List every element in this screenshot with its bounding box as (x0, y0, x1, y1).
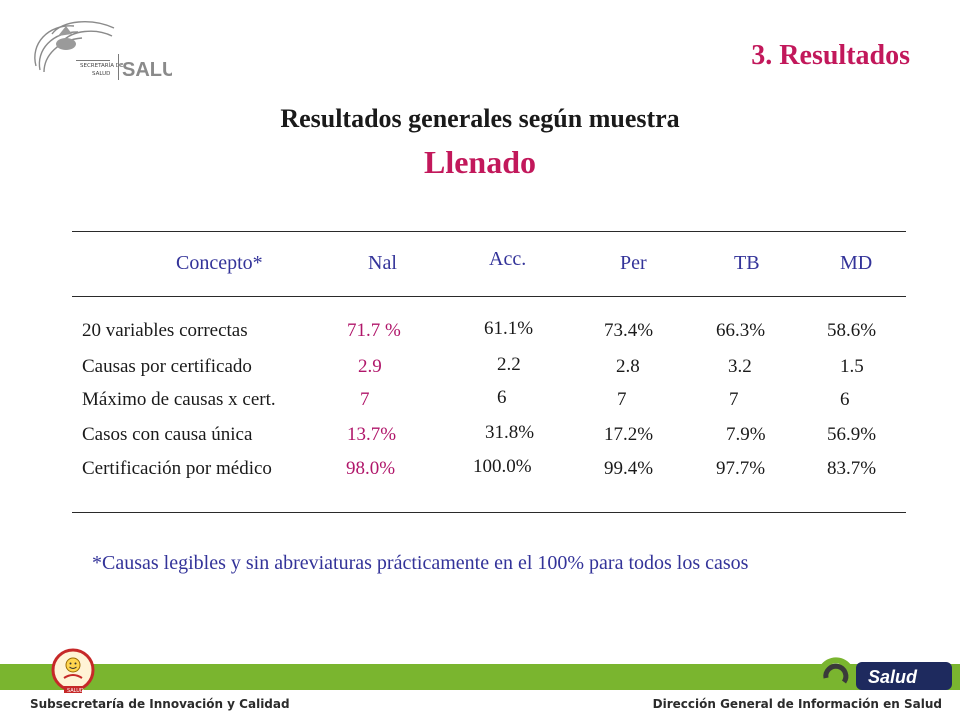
table-cell-per: 99.4% (604, 458, 654, 479)
footer-band (0, 664, 960, 690)
table-row-concept: 20 variables correctas (82, 320, 248, 341)
table-row-concept: Certificación por médico (82, 458, 272, 479)
table-cell-tb: 97.7% (716, 458, 766, 479)
table-cell-per: 2.8 (616, 356, 640, 377)
table-row-concept: Máximo de causas x cert. (82, 389, 276, 410)
logo-text-line1: SECRETARÍA DE (80, 62, 124, 69)
column-header-md: MD (840, 252, 873, 274)
column-header-nal: Nal (368, 252, 397, 274)
table-row-concept: Casos con causa única (82, 424, 253, 445)
table-top-rule (72, 231, 906, 232)
column-header-concepto: Concepto* (176, 252, 263, 274)
table-cell-per: 73.4% (604, 320, 654, 341)
table-cell-tb: 3.2 (728, 356, 752, 377)
footnote: *Causas legibles y sin abreviaturas prác… (92, 552, 749, 574)
left-logo-text: SALUD (67, 688, 84, 694)
table-cell-md: 56.9% (827, 424, 877, 445)
table-cell-nal: 13.7% (347, 424, 397, 445)
footer-right-text: Dirección General de Información en Salu… (652, 697, 942, 711)
table-cell-tb: 66.3% (716, 320, 766, 341)
table-cell-nal: 98.0% (346, 458, 396, 479)
table-cell-nal: 71.7 % (347, 320, 401, 341)
logo-text-line2: SALUD (92, 71, 110, 77)
table-cell-md: 1.5 (840, 356, 864, 377)
right-logo-text: Salud (868, 667, 918, 687)
table-bottom-rule (72, 512, 906, 513)
table-cell-nal: 2.9 (358, 356, 382, 377)
table-cell-acc: 61.1% (484, 318, 534, 339)
table-cell-acc: 2.2 (497, 354, 521, 375)
column-header-per: Per (620, 252, 647, 274)
table-cell-md: 83.7% (827, 458, 877, 479)
table-cell-acc: 31.8% (485, 422, 535, 443)
column-header-tb: TB (734, 252, 760, 274)
logo-brand-text: SALUD (122, 59, 172, 81)
table-cell-per: 7 (617, 389, 627, 410)
table-row-concept: Causas por certificado (82, 356, 252, 377)
table-header-rule (72, 296, 906, 297)
secretaria-salud-logo: SECRETARÍA DE SALUD SALUD (34, 21, 172, 81)
column-header-acc: Acc. (489, 248, 527, 270)
table-cell-md: 58.6% (827, 320, 877, 341)
cruzada-nacional-logo: SALUD (51, 648, 95, 694)
table-cell-tb: 7 (729, 389, 739, 410)
table-cell-acc: 6 (497, 387, 507, 408)
table-cell-md: 6 (840, 389, 850, 410)
table-cell-nal: 7 (360, 389, 370, 410)
footer-left-text: Subsecretaría de Innovación y Calidad (30, 697, 290, 711)
table-cell-per: 17.2% (604, 424, 654, 445)
slide-subtitle: Llenado (423, 144, 537, 180)
footer-bar (0, 690, 960, 720)
salud-brand-logo: Salud (816, 657, 952, 690)
slide-title: Resultados generales según muestra (280, 104, 680, 133)
table-cell-tb: 7.9% (726, 424, 766, 445)
table-cell-acc: 100.0% (473, 456, 532, 477)
section-title: 3. Resultados (751, 40, 910, 71)
